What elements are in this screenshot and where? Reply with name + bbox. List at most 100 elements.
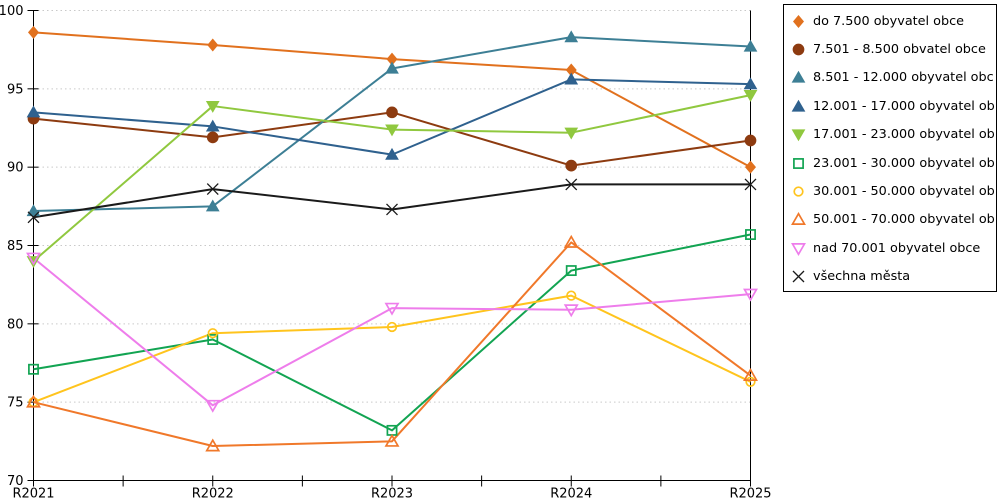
- legend-item: 12.001 - 17.000 obyvatel obc...: [791, 92, 994, 120]
- data-point-marker: [26, 105, 41, 118]
- x-axis-label: R2022: [192, 487, 234, 500]
- legend-label: všechna města: [813, 269, 911, 285]
- data-point-marker: [565, 63, 577, 77]
- data-point-marker: [207, 328, 218, 339]
- data-point-marker: [26, 394, 41, 408]
- series-line-6: [33, 294, 751, 404]
- data-point-marker: [743, 368, 758, 381]
- legend-label: 17.001 - 23.000 obyvatel obc...: [813, 127, 994, 143]
- data-point-marker: [206, 131, 219, 144]
- data-point-marker: [563, 234, 579, 248]
- data-point-marker: [28, 25, 39, 39]
- data-point-marker: [205, 100, 220, 113]
- data-point-marker: [386, 321, 398, 333]
- legend-marker-triangle-down-icon: [791, 129, 806, 142]
- legend-marker-shape: [793, 14, 804, 28]
- data-point-marker: [207, 38, 219, 52]
- data-point-marker: [384, 302, 400, 316]
- data-point-marker: [205, 438, 221, 452]
- x-axis-label: R2021: [12, 487, 54, 500]
- legend-marker-square-icon: [793, 157, 804, 169]
- series-line-8: [32, 257, 751, 407]
- y-axis-label: 70: [7, 474, 24, 489]
- data-point-marker: [386, 52, 398, 66]
- data-point-marker: [565, 178, 578, 191]
- data-point-marker: [745, 229, 756, 240]
- legend-label: 7.501 - 8.500 obvatel obce: [813, 42, 986, 58]
- x-axis-label: R2023: [371, 487, 413, 500]
- data-point-marker: [743, 77, 758, 90]
- data-point-marker: [565, 265, 577, 277]
- legend-item: nad 70.001 obyvatel obce: [791, 234, 994, 262]
- y-axis-label: 95: [7, 82, 24, 97]
- data-point-marker: [385, 147, 399, 160]
- legend-item: 50.001 - 70.000 obyvatel obc...: [791, 206, 994, 234]
- legend-marker-triangle-down-icon: [791, 242, 806, 256]
- series-line-5: [33, 233, 751, 432]
- data-point-marker: [565, 159, 578, 172]
- data-point-marker: [385, 124, 399, 137]
- legend-marker-shape: [791, 71, 806, 84]
- data-point-marker: [206, 183, 219, 196]
- legend-item: 17.001 - 23.000 obyvatel obc...: [791, 121, 994, 149]
- legend-marker-triangle-up-icon: [791, 99, 806, 112]
- data-point-marker: [563, 304, 579, 318]
- legend-item: 23.001 - 30.000 obyvatel obc...: [791, 149, 994, 177]
- legend-marker-triangle-up-icon: [791, 212, 806, 226]
- data-point-marker: [745, 376, 756, 387]
- legend-marker-shape: [792, 43, 805, 56]
- legend-marker-diamond-icon: [793, 14, 804, 28]
- y-axis-label: 100: [0, 4, 24, 19]
- legend-label: 23.001 - 30.000 obyvatel obc...: [813, 155, 994, 171]
- legend-label: 50.001 - 70.000 obyvatel obc...: [813, 212, 994, 228]
- chart-legend: do 7.500 obyvatel obce 7.501 - 8.500 obva…: [783, 4, 997, 292]
- y-axis-label: 75: [7, 396, 24, 411]
- legend-marker-shape: [793, 157, 804, 169]
- x-axis-label: R2025: [729, 487, 771, 500]
- legend-item: 30.001 - 50.000 obyvatel obc...: [791, 177, 994, 205]
- legend-label: 8.501 - 12.000 obyvatel obce: [813, 70, 994, 86]
- data-point-marker: [384, 433, 400, 447]
- legend-marker-circle-icon: [792, 43, 805, 56]
- legend-marker-shape: [793, 186, 804, 197]
- legend-marker-circle-icon: [793, 186, 804, 197]
- data-point-marker: [205, 399, 221, 413]
- legend-marker-shape: [791, 99, 806, 112]
- data-point-marker: [743, 288, 758, 302]
- series-line-9: [33, 183, 751, 219]
- legend-label: do 7.500 obyvatel obce: [813, 13, 965, 29]
- data-point-marker: [744, 134, 757, 147]
- data-point-marker: [743, 90, 758, 102]
- y-axis-label: 90: [7, 161, 24, 176]
- series-line-7: [33, 241, 752, 448]
- x-axis-label: R2024: [550, 487, 592, 500]
- data-point-marker: [385, 61, 399, 74]
- y-axis-label: 85: [7, 239, 24, 254]
- data-point-marker: [28, 363, 39, 375]
- data-point-marker: [564, 72, 579, 85]
- legend-marker-shape: [792, 270, 805, 283]
- legend-item: všechna města: [791, 263, 994, 291]
- legend-marker-x-icon: [792, 270, 805, 283]
- data-point-marker: [26, 252, 41, 266]
- data-point-marker: [564, 127, 579, 140]
- data-point-marker: [566, 290, 577, 301]
- data-point-marker: [386, 203, 398, 216]
- legend-item: 7.501 - 8.500 obvatel obce: [791, 35, 994, 63]
- legend-marker-shape: [791, 129, 806, 142]
- legend-marker-shape: [791, 212, 806, 226]
- data-point-marker: [205, 119, 220, 132]
- data-point-marker: [26, 204, 41, 217]
- legend-item: 8.501 - 12.000 obyvatel obce: [791, 64, 994, 92]
- data-point-marker: [27, 211, 40, 224]
- y-axis-label: 80: [7, 317, 24, 332]
- legend-marker-shape: [791, 242, 806, 256]
- data-point-marker: [207, 334, 219, 345]
- legend-label: nad 70.001 obyvatel obce: [813, 240, 981, 256]
- data-point-marker: [743, 39, 758, 52]
- legend-item: do 7.500 obyvatel obce: [791, 7, 994, 35]
- legend-marker-triangle-up-icon: [791, 71, 806, 84]
- data-point-marker: [205, 199, 220, 212]
